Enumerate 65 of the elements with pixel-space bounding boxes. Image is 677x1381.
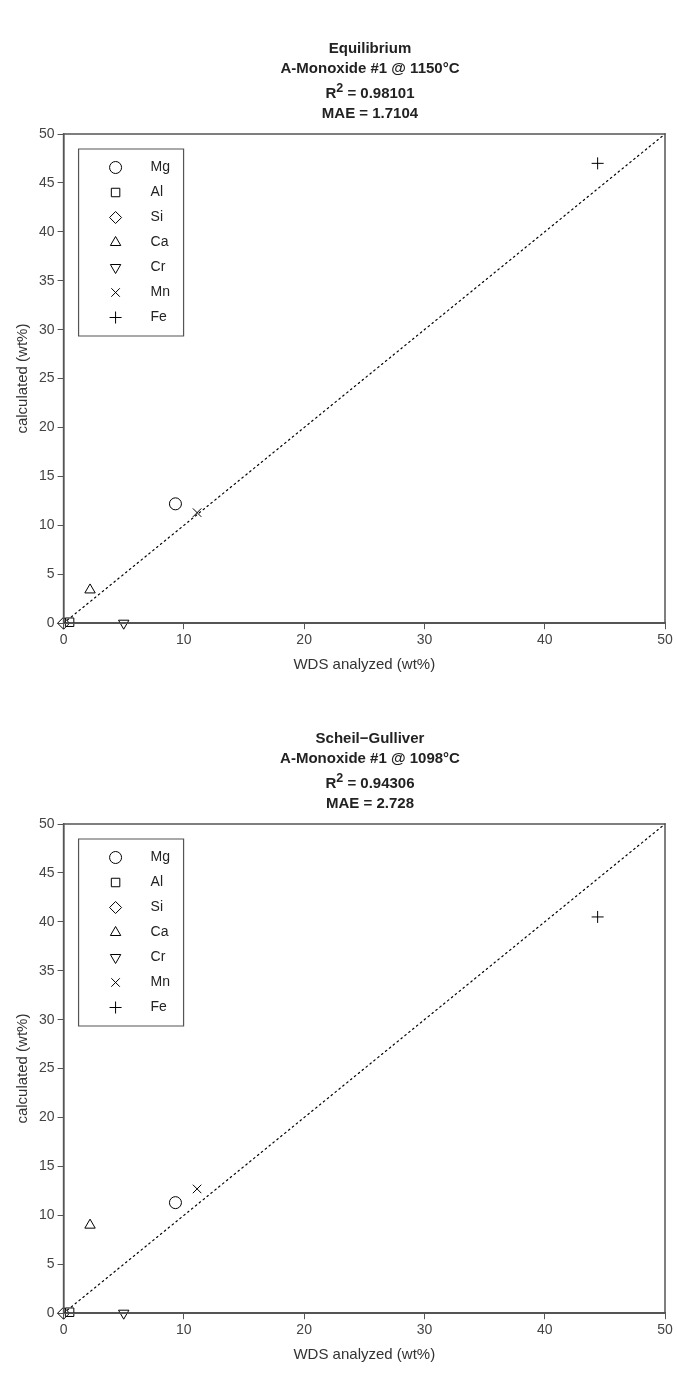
legend-label: Ca [150, 233, 169, 250]
x-axis-title: WDS analyzed (wt%) [293, 655, 436, 673]
y-tick-label: 10 [38, 516, 55, 533]
point [84, 583, 96, 594]
legend-label: Si [150, 208, 164, 225]
legend-label: Ca [150, 923, 169, 940]
y-tick-label: 40 [38, 222, 55, 239]
legend-label: Cr [150, 258, 166, 275]
x-tick-label: 50 [657, 631, 673, 648]
y-tick-label: 25 [38, 1059, 55, 1076]
point [84, 1218, 96, 1229]
legend-label: Mn [150, 283, 171, 300]
legend-label: Cr [150, 948, 166, 965]
y-tick-label: 40 [38, 912, 55, 929]
y-tick-label: 25 [38, 369, 55, 386]
point [57, 616, 71, 630]
point [591, 156, 605, 170]
legend-label: Mg [150, 848, 171, 865]
legend-label: Al [150, 183, 164, 200]
x-tick-label: 40 [536, 631, 553, 648]
point [118, 619, 130, 630]
y-tick-label: 15 [38, 467, 55, 484]
point [168, 497, 182, 511]
x-tick-label: 50 [657, 1321, 673, 1338]
y-tick-label: 35 [38, 961, 55, 978]
x-tick-label: 10 [176, 631, 192, 648]
y-tick-label: 35 [38, 271, 55, 288]
y-tick-label: 20 [38, 418, 55, 435]
legend-label: Al [150, 873, 164, 890]
legend-label: Mn [150, 973, 171, 990]
x-tick-label: 40 [536, 1321, 553, 1338]
point [57, 1306, 71, 1320]
y-axis-title: calculated (wt%) [13, 1013, 31, 1124]
x-axis-title: WDS analyzed (wt%) [293, 1345, 436, 1363]
y-tick-label: 30 [38, 320, 55, 337]
y-tick-label: 5 [46, 1255, 55, 1272]
chart-title: Scheil−Gulliver A-Monoxide #1 @ 1098°C R$^{2}$ = 0.94306 MAE = 2.728 [279, 728, 461, 813]
point [192, 507, 202, 518]
x-tick-label: 20 [296, 1321, 313, 1338]
y-tick-label: 5 [46, 565, 55, 582]
y-tick-label: 0 [46, 614, 55, 631]
point [118, 1309, 130, 1320]
y-tick-label: 0 [46, 1304, 55, 1321]
y-tick-label: 50 [38, 814, 55, 831]
legend-label: Fe [150, 308, 168, 325]
chart-title: Equilibrium A-Monoxide #1 @ 1150°C R$^{2}$ = 0.98101 MAE = 1.7104 [279, 38, 461, 123]
x-tick-label: 20 [296, 631, 313, 648]
legend-label: Mg [150, 158, 171, 175]
x-tick-label: 10 [176, 1321, 192, 1338]
legend-label: Si [150, 898, 164, 915]
x-tick-label: 30 [416, 631, 433, 648]
y-tick-label: 50 [38, 124, 55, 141]
y-tick-label: 30 [38, 1010, 55, 1027]
y-tick-label: 45 [38, 863, 55, 880]
x-tick-label: 30 [416, 1321, 433, 1338]
y-tick-label: 10 [38, 1206, 55, 1223]
x-tick-label: 0 [59, 1321, 68, 1338]
legend-label: Fe [150, 998, 168, 1015]
point [168, 1196, 182, 1210]
x-tick-label: 0 [59, 631, 68, 648]
y-tick-label: 20 [38, 1108, 55, 1125]
y-axis-title: calculated (wt%) [13, 323, 31, 434]
y-tick-label: 15 [38, 1157, 55, 1174]
point [591, 910, 605, 924]
y-tick-label: 45 [38, 173, 55, 190]
